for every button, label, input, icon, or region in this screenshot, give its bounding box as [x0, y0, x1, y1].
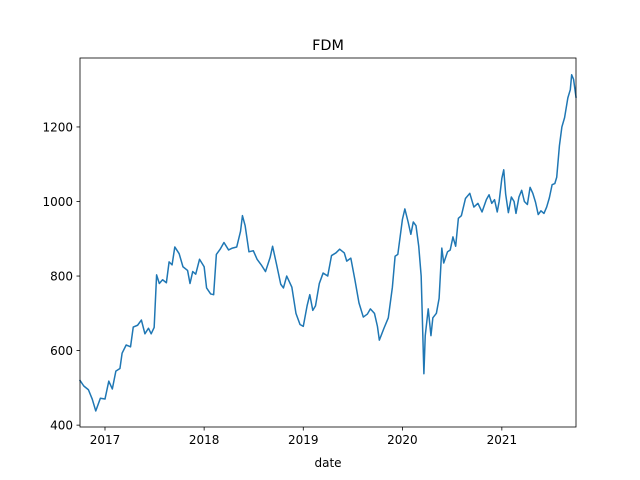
y-tick-label-0: 400	[50, 418, 73, 432]
x-axis-label: date	[314, 456, 341, 470]
x-tick-label-3: 2020	[387, 433, 418, 447]
y-tick-label-2: 800	[50, 269, 73, 283]
y-tick-label-1: 600	[50, 344, 73, 358]
axes: 2017 2018 2019 2020 2021 400 600 800 1000 1200	[42, 57, 577, 447]
plot-area	[78, 74, 577, 412]
x-tick-label-1: 2018	[189, 433, 220, 447]
x-tick-label-0: 2017	[90, 433, 121, 447]
chart-title: FDM	[312, 38, 344, 54]
axes-frame	[79, 57, 577, 428]
y-tick-label-4: 1200	[42, 120, 73, 134]
x-tick-label-2: 2019	[288, 433, 319, 447]
y-tick-label-3: 1000	[42, 195, 73, 209]
series-line-0	[78, 74, 577, 412]
x-tick-label-4: 2021	[487, 433, 518, 447]
